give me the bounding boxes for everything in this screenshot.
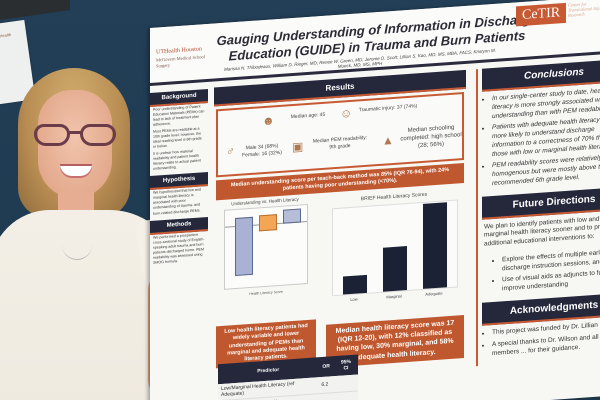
cetir-logo: CeTIR: [516, 2, 567, 27]
left-column: Background Poor understanding of Patient…: [150, 86, 208, 267]
box-marginal: [259, 214, 277, 232]
uthealth-logo: UTHealth Houston McGovern Medical School…: [156, 46, 205, 69]
results-column: Results ☻ Median age: 45 ☺ Traumatic inj…: [214, 69, 466, 400]
cetir-subtitle: Center for Translational Injury Research: [568, 1, 600, 18]
results-bottom: Low health literacy patients had widely …: [214, 307, 466, 400]
gender-icon: ♂: [226, 144, 235, 159]
research-poster: UTHealth Houston McGovern Medical School…: [150, 0, 600, 400]
book-icon: ▣: [292, 139, 304, 155]
group-icon: ☻: [262, 113, 275, 129]
bar-marginal: [383, 246, 407, 292]
right-column: Conclusions In our single-center study t…: [476, 58, 600, 367]
necklace: [62, 230, 92, 260]
background-list: Poor understanding of Patient Education …: [153, 104, 205, 172]
future-directions-list: Explore the effects of multiple earlier …: [482, 244, 600, 303]
barchart-area: [332, 199, 458, 297]
box-adequate: [283, 208, 301, 224]
understanding-boxplot: Understanding vs. Health Literacy Health…: [216, 196, 314, 315]
boxplot-area: [224, 204, 308, 291]
bar-low: [343, 275, 367, 295]
methods-text: We performed a prospective cross-section…: [153, 232, 205, 265]
smile: [60, 164, 92, 176]
charts-area: Understanding vs. Health Literacy Health…: [216, 185, 464, 322]
conclusions-list: In our single-center study to date, heal…: [482, 82, 600, 197]
injury-icon: ☺: [340, 105, 353, 121]
graduation-cap-icon: ▲: [382, 132, 394, 148]
box-low: [235, 217, 253, 277]
bar-adequate: [423, 202, 447, 290]
brief-literacy-barchart: BRIEF Health Literacy Scores Low Margina…: [324, 189, 464, 313]
glasses: [34, 124, 116, 148]
hypothesis-text: We hypothesized that low and marginal he…: [153, 187, 201, 216]
